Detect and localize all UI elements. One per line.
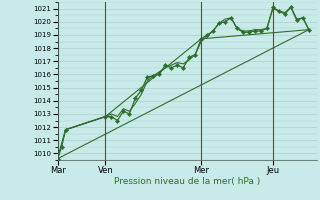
X-axis label: Pression niveau de la mer( hPa ): Pression niveau de la mer( hPa ) xyxy=(114,177,260,186)
